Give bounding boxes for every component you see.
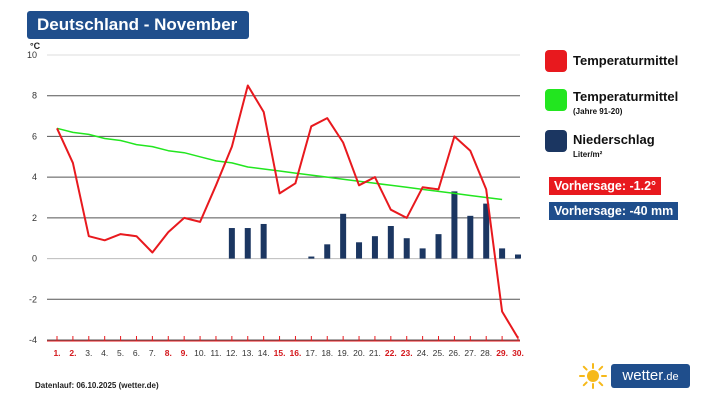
x-tick-label: 16.: [290, 348, 302, 358]
x-tick-label: 17.: [305, 348, 317, 358]
x-tick-label: 3.: [85, 348, 92, 358]
legend-label-temp-normal: Temperaturmittel: [573, 89, 679, 104]
x-tick-label: 22.: [385, 348, 397, 358]
x-tick-label: 29.: [496, 348, 508, 358]
x-tick-label: 10.: [194, 348, 206, 358]
x-tick-label: 12.: [226, 348, 238, 358]
legend-sub-temp-normal: (Jahre 91-20): [573, 107, 623, 116]
x-tick-label: 24.: [417, 348, 429, 358]
y-tick-label: 2: [32, 213, 37, 223]
precip-bar: [356, 242, 363, 259]
precip-bar: [371, 236, 378, 259]
x-tick-label: 25.: [433, 348, 445, 358]
x-tick-label: 30.: [512, 348, 524, 358]
precip-bar: [260, 223, 267, 259]
legend-swatch-temp-normal: [545, 89, 567, 111]
brand-wordmark: wetter.de: [611, 364, 690, 388]
y-axis: °C -4 -2 0 2 4 6 8 10: [27, 41, 41, 345]
precip-bar: [451, 191, 458, 259]
legend-label-temp: Temperaturmittel: [573, 53, 679, 68]
forecast-precip-badge: Vorhersage: -40 mm: [549, 202, 679, 220]
x-tick-label: 18.: [321, 348, 333, 358]
forecast-temp-badge: Vorhersage: -1.2°: [549, 177, 662, 195]
temperature-lines: [56, 84, 519, 339]
precip-bars: [228, 191, 521, 259]
precip-bar: [419, 248, 426, 259]
y-tick-label: 4: [32, 172, 37, 182]
x-tick-label: 4.: [101, 348, 108, 358]
precip-bar: [340, 213, 347, 259]
chart-title: Deutschland - November: [27, 11, 249, 39]
precip-bar: [403, 238, 410, 259]
x-tick-label: 6.: [133, 348, 140, 358]
x-tick-label: 20.: [353, 348, 365, 358]
x-tick-label: 1.: [53, 348, 60, 358]
y-tick-label: 0: [32, 254, 37, 264]
y-tick-label: -4: [29, 335, 37, 345]
precip-bar: [308, 256, 315, 259]
y-tick-label: 10: [27, 50, 37, 60]
x-tick-label: 5.: [117, 348, 124, 358]
y-axis-label: °C: [30, 41, 41, 51]
x-tick-label: 14.: [258, 348, 270, 358]
legend-sub-precip: Liter/m²: [573, 150, 603, 159]
x-tick-label: 23.: [401, 348, 413, 358]
precip-bar: [244, 228, 251, 259]
x-tick-label: 26.: [448, 348, 460, 358]
y-tick-label: -2: [29, 294, 37, 304]
precip-bar: [387, 226, 394, 259]
x-tick-label: 8.: [165, 348, 172, 358]
legend-swatch-temp: [545, 50, 567, 72]
temperature-line: [56, 84, 519, 339]
y-tick-label: 8: [32, 91, 37, 101]
x-tick-label: 28.: [480, 348, 492, 358]
precip-bar: [435, 234, 442, 259]
x-tick-label: 27.: [464, 348, 476, 358]
x-tick-label: 9.: [181, 348, 188, 358]
precip-bar: [228, 228, 235, 259]
precip-bar: [483, 203, 490, 259]
precip-bar: [467, 215, 474, 259]
x-tick-label: 7.: [149, 348, 156, 358]
sun-icon: [579, 363, 607, 389]
temperature-normal-line: [56, 127, 503, 201]
y-tick-label: 6: [32, 131, 37, 141]
grid: [47, 54, 520, 341]
x-tick-label: 15.: [274, 348, 286, 358]
legend-label-precip: Niederschlag: [573, 132, 655, 147]
precip-bar: [499, 248, 506, 259]
x-tick-label: 21.: [369, 348, 381, 358]
x-tick-label: 11.: [210, 348, 221, 358]
x-axis: 1. 2. 3. 4. 5. 6. 7. 8. 9. 10. 11. 12. 13. 14. 15. 16. 1…: [47, 336, 524, 358]
x-tick-label: 2.: [69, 348, 76, 358]
precip-bar: [324, 244, 331, 259]
x-tick-label: 13.: [242, 348, 254, 358]
brand-logo[interactable]: wetter.de: [578, 362, 690, 390]
precip-bar: [515, 254, 521, 259]
legend-swatch-precip: [545, 130, 567, 152]
x-tick-label: 19.: [337, 348, 349, 358]
footer-note: Datenlauf: 06.10.2025 (wetter.de): [35, 381, 159, 390]
